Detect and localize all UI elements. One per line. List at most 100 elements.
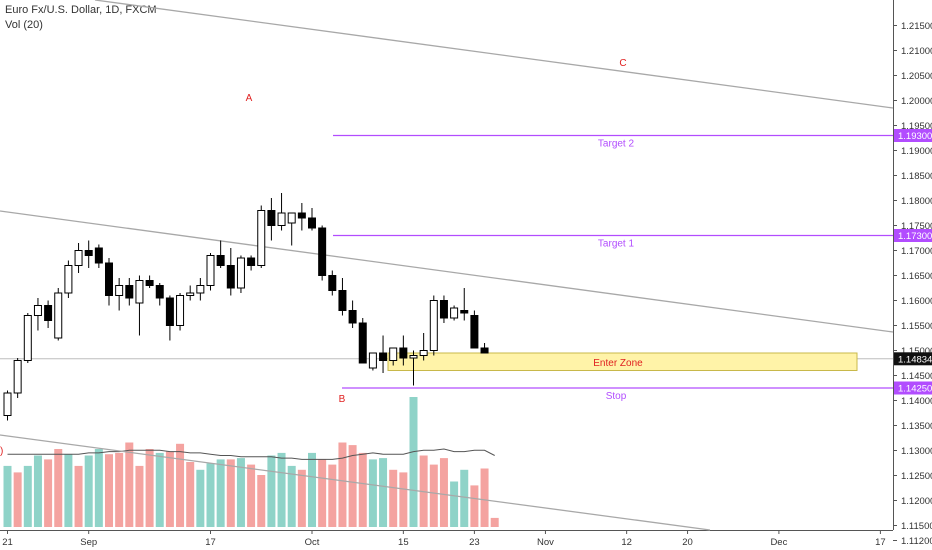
candle-body	[470, 315, 479, 349]
volume-bar	[490, 517, 499, 527]
target-2-price-tag-text: 1.19300	[898, 131, 932, 142]
time-tick-label: 17	[875, 537, 886, 548]
target-2-price-tag	[894, 129, 932, 142]
candle-body	[318, 227, 327, 276]
volume-bar	[429, 464, 438, 527]
time-tick-label: Nov	[537, 537, 554, 548]
time-tick-label: 15	[398, 537, 409, 548]
price-tick-label: 1.13000	[901, 446, 932, 457]
time-tick-label: Sep	[80, 537, 97, 548]
candle-body	[165, 297, 174, 326]
lower-trend-line	[0, 434, 711, 531]
volume-bar	[206, 463, 215, 527]
candle-body	[3, 392, 12, 416]
candle-body	[44, 305, 53, 321]
volume-bar	[460, 469, 469, 527]
target-2-label: Target 2	[598, 139, 635, 150]
volume-bar	[23, 465, 32, 527]
candle-body	[348, 310, 357, 324]
price-tick-label: 1.20500	[901, 71, 932, 82]
price-tick-label: 1.12500	[901, 471, 932, 482]
volume-bar	[318, 459, 327, 527]
time-tick-label: Oct	[305, 537, 320, 548]
volume-bar	[64, 454, 73, 527]
price-tick-label: 1.15000	[901, 346, 932, 357]
volume-bar	[338, 442, 347, 527]
candle-body	[125, 285, 134, 299]
volume-bar	[125, 442, 134, 527]
volume-bar	[328, 464, 337, 527]
target-1-label: Target 1	[598, 239, 635, 250]
candle-body	[33, 305, 42, 316]
candle-body	[439, 300, 448, 319]
time-tick-label: 23	[469, 537, 480, 548]
volume-ma-line	[7, 448, 495, 460]
candle-body	[429, 300, 438, 351]
candle-body	[368, 352, 377, 369]
wave-label-c: C	[619, 58, 626, 69]
volume-bar	[439, 458, 448, 527]
candle-body	[105, 262, 113, 296]
volume-bar	[277, 452, 286, 527]
volume-bar	[216, 459, 225, 527]
volume-bar	[368, 459, 377, 527]
candle-body	[94, 247, 103, 264]
candle-body	[216, 255, 225, 266]
volume-bar	[450, 481, 459, 527]
candle-body	[480, 347, 489, 354]
price-tick-label: 1.21500	[901, 21, 932, 32]
time-tick-label: Dec	[770, 537, 787, 548]
volume-bar	[186, 462, 195, 527]
candle-body	[287, 212, 296, 224]
candle-body	[206, 255, 215, 286]
upper-trend-line	[94, 0, 894, 109]
candle-body	[379, 352, 388, 361]
volume-bar	[165, 451, 174, 527]
candle-body	[409, 355, 418, 359]
chart-title: Euro Fx/U.S. Dollar, 1D, FXCM	[5, 4, 157, 16]
volume-bar	[54, 449, 63, 527]
candle-body	[145, 280, 154, 286]
volume-bar	[3, 465, 12, 527]
candle-body	[399, 347, 408, 359]
price-tick-label: 1.20000	[901, 96, 932, 107]
volume-bar	[74, 465, 83, 527]
volume-legend: Vol (20)	[5, 19, 43, 31]
wave-label-b: B	[339, 394, 346, 405]
volume-bar	[33, 455, 42, 527]
candle-body	[176, 295, 185, 326]
volume-bar	[399, 472, 408, 527]
volume-bar	[470, 485, 479, 527]
volume-bar	[115, 452, 124, 527]
enter-zone-box	[387, 352, 858, 371]
volume-bar	[44, 459, 53, 527]
volume-bar	[13, 472, 22, 527]
candle-body	[54, 292, 63, 339]
candle-body	[186, 292, 195, 296]
price-tick-label: 1.11200	[901, 536, 932, 547]
price-tick-label: 1.18000	[901, 196, 932, 207]
volume-bar	[176, 443, 185, 527]
candle-body	[460, 310, 469, 314]
volume-bar	[247, 464, 256, 527]
time-tick-label: 20	[682, 537, 693, 548]
price-tick-label: 1.17500	[901, 221, 932, 232]
candle-body	[277, 212, 286, 226]
enter-zone-label: Enter Zone	[593, 358, 643, 369]
volume-bar	[379, 458, 388, 527]
price-tick-label: 1.17000	[901, 246, 932, 257]
stop-label: Stop	[606, 391, 627, 402]
candle-body	[297, 212, 306, 219]
candle-body	[23, 315, 32, 361]
candle-body	[115, 285, 124, 296]
price-tick-label: 1.16000	[901, 296, 932, 307]
volume-bar	[145, 449, 154, 527]
volume-bar	[196, 469, 205, 527]
stop-price-tag	[894, 381, 932, 395]
price-tick-label: 1.19500	[901, 121, 932, 132]
price-tick-label: 1.12000	[901, 496, 932, 507]
volume-bar	[135, 465, 144, 527]
time-tick-label: 12	[621, 537, 632, 548]
edge-label-glyph: )	[0, 446, 3, 457]
